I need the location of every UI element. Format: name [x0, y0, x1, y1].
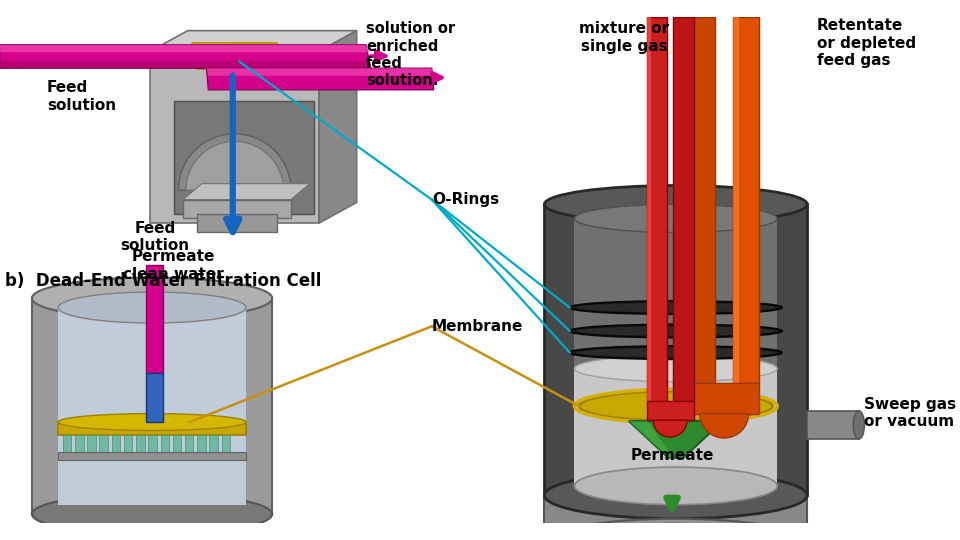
Text: Retentate
or depleted
feed gas: Retentate or depleted feed gas — [817, 18, 916, 68]
Polygon shape — [544, 495, 807, 540]
Polygon shape — [185, 435, 193, 452]
Ellipse shape — [569, 301, 781, 314]
Polygon shape — [100, 435, 108, 452]
Polygon shape — [147, 265, 163, 373]
Wedge shape — [186, 141, 283, 190]
Polygon shape — [0, 45, 371, 52]
Text: O-Rings: O-Rings — [432, 192, 499, 207]
Polygon shape — [150, 51, 319, 223]
Text: Permeate: Permeate — [631, 448, 713, 463]
Ellipse shape — [544, 186, 807, 223]
Wedge shape — [700, 414, 749, 438]
Ellipse shape — [576, 326, 776, 336]
Text: Feed
solution: Feed solution — [120, 221, 189, 253]
Polygon shape — [160, 435, 169, 452]
Polygon shape — [574, 369, 778, 486]
Ellipse shape — [59, 292, 246, 323]
Ellipse shape — [544, 472, 807, 519]
Polygon shape — [148, 435, 156, 452]
Polygon shape — [629, 421, 723, 458]
Ellipse shape — [32, 278, 273, 319]
Ellipse shape — [574, 355, 778, 382]
Ellipse shape — [569, 325, 781, 338]
Polygon shape — [173, 435, 181, 452]
Polygon shape — [32, 298, 273, 514]
Polygon shape — [63, 435, 71, 452]
Polygon shape — [111, 435, 120, 452]
Polygon shape — [544, 204, 807, 495]
Polygon shape — [0, 45, 371, 68]
Polygon shape — [183, 184, 310, 200]
Polygon shape — [59, 422, 246, 435]
Text: b)  Dead-End Water Filtration Cell: b) Dead-End Water Filtration Cell — [5, 272, 321, 290]
Polygon shape — [647, 17, 652, 401]
Ellipse shape — [853, 411, 864, 439]
Polygon shape — [188, 43, 244, 62]
Polygon shape — [197, 435, 205, 452]
Polygon shape — [319, 31, 357, 223]
Text: solution or
enriched
feed
solution.: solution or enriched feed solution. — [366, 21, 455, 89]
Wedge shape — [653, 420, 687, 437]
Polygon shape — [59, 308, 246, 505]
Ellipse shape — [579, 391, 773, 421]
Polygon shape — [673, 17, 694, 401]
Ellipse shape — [544, 519, 807, 540]
Polygon shape — [150, 31, 357, 51]
Polygon shape — [183, 200, 291, 218]
Polygon shape — [209, 435, 218, 452]
Ellipse shape — [569, 346, 781, 359]
Polygon shape — [174, 101, 315, 214]
Polygon shape — [574, 218, 778, 486]
Wedge shape — [179, 134, 291, 190]
Polygon shape — [197, 214, 276, 232]
Polygon shape — [124, 435, 132, 452]
Ellipse shape — [576, 303, 776, 312]
Ellipse shape — [59, 414, 246, 430]
Polygon shape — [59, 452, 246, 460]
Polygon shape — [239, 43, 281, 62]
Polygon shape — [192, 62, 249, 69]
Polygon shape — [222, 435, 230, 452]
Ellipse shape — [574, 204, 778, 232]
Polygon shape — [136, 435, 145, 452]
Text: Feed
solution: Feed solution — [47, 80, 116, 113]
Polygon shape — [147, 373, 163, 422]
Polygon shape — [807, 411, 859, 439]
Polygon shape — [0, 60, 371, 68]
Polygon shape — [647, 401, 694, 420]
Polygon shape — [647, 17, 667, 401]
Polygon shape — [244, 62, 286, 69]
Ellipse shape — [574, 467, 778, 505]
Polygon shape — [206, 68, 434, 76]
Polygon shape — [87, 435, 96, 452]
Polygon shape — [733, 17, 738, 383]
Polygon shape — [206, 68, 434, 90]
Polygon shape — [75, 435, 84, 452]
Polygon shape — [629, 421, 673, 458]
Ellipse shape — [32, 494, 273, 535]
Ellipse shape — [576, 348, 776, 357]
Text: mixture or
single gas: mixture or single gas — [579, 21, 669, 53]
Polygon shape — [689, 383, 759, 414]
Text: Membrane: Membrane — [432, 319, 523, 334]
Text: Permeate
clean water: Permeate clean water — [123, 249, 224, 282]
Text: Sweep gas
or vacuum: Sweep gas or vacuum — [864, 397, 955, 429]
Polygon shape — [733, 17, 759, 383]
Polygon shape — [689, 17, 715, 383]
